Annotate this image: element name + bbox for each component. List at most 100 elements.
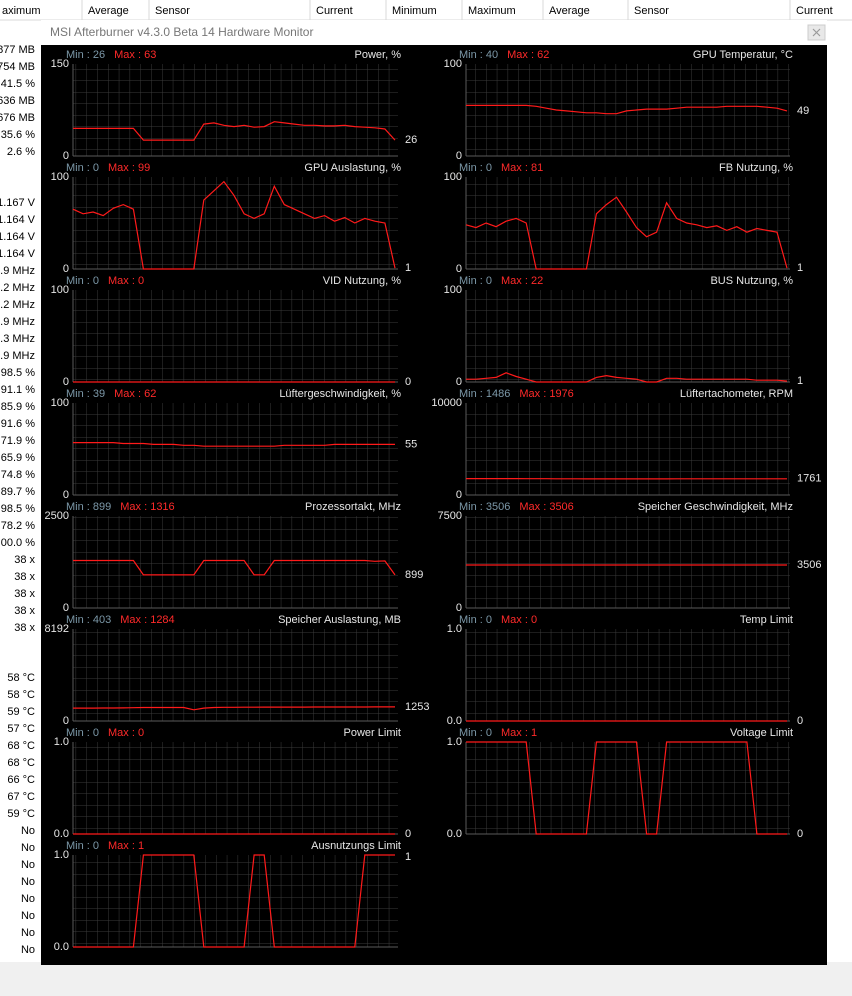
min-label: Min : 0 bbox=[459, 727, 492, 739]
sensor-value: No bbox=[21, 876, 35, 888]
plot-area bbox=[466, 403, 790, 495]
graph-panel: Min : 39 Max : 62 Lüftergeschwindigkeit, %… bbox=[51, 388, 418, 501]
title-bar bbox=[41, 20, 827, 45]
sensor-value: 74.8 % bbox=[1, 469, 35, 481]
sensor-value: 68 °C bbox=[7, 740, 35, 752]
sensor-value: 38 x bbox=[14, 554, 35, 566]
sensor-value: 59 °C bbox=[7, 706, 35, 718]
max-label: Max : 22 bbox=[501, 275, 543, 287]
plot-area bbox=[466, 629, 790, 721]
current-value: 49 bbox=[797, 105, 809, 117]
y-min-label: 0 bbox=[456, 602, 462, 614]
current-value: 1253 bbox=[405, 701, 429, 713]
max-label: Max : 1284 bbox=[120, 614, 174, 626]
sensor-value: .2 MHz bbox=[0, 299, 35, 311]
min-label: Min : 26 bbox=[66, 49, 105, 61]
column-header: Current bbox=[796, 5, 833, 17]
graph-panel: Min : 26 Max : 63 Power, % 150 0 26 bbox=[51, 49, 418, 162]
sensor-value: No bbox=[21, 859, 35, 871]
graph-panel: Min : 1486 Max : 1976 Lüftertachometer, RP… bbox=[431, 388, 821, 501]
graph-line bbox=[73, 442, 395, 447]
graph-panel: Min : 899 Max : 1316 Prozessortakt, MHz 250… bbox=[45, 501, 424, 614]
y-max-label: 8192 bbox=[45, 623, 69, 635]
current-value: 0 bbox=[797, 715, 803, 727]
close-icon bbox=[812, 28, 821, 37]
column-header: Minimum bbox=[392, 5, 437, 17]
min-label: Min : 899 bbox=[66, 501, 111, 513]
sensor-value: No bbox=[21, 893, 35, 905]
background-table: aximum Average Sensor Current Minimum Maximum… bbox=[0, 0, 833, 956]
y-max-label: 100 bbox=[51, 397, 69, 409]
graph-line bbox=[72, 180, 396, 270]
sensor-value: 1.164 V bbox=[0, 248, 36, 260]
max-label: Max : 63 bbox=[114, 49, 156, 61]
sensor-value: 38 x bbox=[14, 588, 35, 600]
max-label: Max : 1976 bbox=[519, 388, 573, 400]
max-label: Max : 81 bbox=[501, 162, 543, 174]
sensor-value: 57 °C bbox=[7, 723, 35, 735]
min-label: Min : 0 bbox=[66, 162, 99, 174]
sensor-value: 41.5 % bbox=[1, 78, 35, 90]
y-max-label: 1.0 bbox=[447, 736, 462, 748]
sensor-value: .2 MHz bbox=[0, 282, 35, 294]
sensor-value: 85.9 % bbox=[1, 401, 35, 413]
plot-area bbox=[73, 64, 398, 156]
sensor-value: 1.164 V bbox=[0, 231, 36, 243]
column-header: Sensor bbox=[634, 5, 669, 17]
window-title: MSI Afterburner v4.3.0 Beta 14 Hardware … bbox=[50, 25, 313, 39]
current-value: 3506 bbox=[797, 559, 821, 571]
min-label: Min : 0 bbox=[459, 275, 492, 287]
sensor-value: 38 x bbox=[14, 571, 35, 583]
graph-title: Speicher Auslastung, MB bbox=[278, 614, 401, 626]
sensor-value: 91.1 % bbox=[1, 384, 35, 396]
current-value: 899 bbox=[405, 569, 423, 581]
sensor-value: 00.0 % bbox=[1, 537, 35, 549]
max-label: Max : 0 bbox=[108, 275, 144, 287]
column-header: Maximum bbox=[468, 5, 516, 17]
sensor-value: 68 °C bbox=[7, 757, 35, 769]
sensor-value: 2.6 % bbox=[7, 146, 35, 158]
max-label: Max : 62 bbox=[114, 388, 156, 400]
max-label: Max : 99 bbox=[108, 162, 150, 174]
plot-area bbox=[73, 177, 398, 269]
sensor-value: 38 x bbox=[14, 605, 35, 617]
graph-line bbox=[73, 121, 396, 141]
sensor-value: 58 °C bbox=[7, 689, 35, 701]
y-min-label: 0 bbox=[63, 602, 69, 614]
min-label: Min : 0 bbox=[459, 162, 492, 174]
graph-title: Power Limit bbox=[344, 727, 401, 739]
sensor-value: 98.5 % bbox=[1, 367, 35, 379]
graph-panel: Min : 0 Max : 0 VID Nutzung, % 100 0 0 bbox=[51, 275, 411, 388]
max-label: Max : 62 bbox=[507, 49, 549, 61]
graph-title: Lüftergeschwindigkeit, % bbox=[279, 388, 401, 400]
max-label: Max : 0 bbox=[501, 614, 537, 626]
graph-title: GPU Temperatur, °C bbox=[693, 49, 793, 61]
sensor-value: .9 MHz bbox=[0, 265, 35, 277]
y-max-label: 100 bbox=[51, 284, 69, 296]
graph-title: Power, % bbox=[355, 49, 402, 61]
min-label: Min : 0 bbox=[459, 614, 492, 626]
y-max-label: 1.0 bbox=[54, 736, 69, 748]
sensor-value: 1.167 V bbox=[0, 197, 36, 209]
sensor-value: .9 MHz bbox=[0, 316, 35, 328]
min-label: Min : 40 bbox=[459, 49, 498, 61]
y-max-label: 100 bbox=[444, 58, 462, 70]
graph-panel: Min : 0 Max : 1 Voltage Limit 1.0 0.0 0 bbox=[447, 727, 803, 840]
graph-title: VID Nutzung, % bbox=[323, 275, 401, 287]
sensor-value: 59 °C bbox=[7, 808, 35, 820]
y-max-label: 2500 bbox=[45, 510, 69, 522]
graph-line bbox=[73, 854, 395, 948]
graph-title: Prozessortakt, MHz bbox=[305, 501, 401, 513]
sensor-value: No bbox=[21, 910, 35, 922]
table-header bbox=[0, 0, 852, 20]
y-min-label: 0.0 bbox=[54, 828, 69, 840]
graph-title: BUS Nutzung, % bbox=[710, 275, 793, 287]
y-min-label: 0 bbox=[456, 376, 462, 388]
graphs: Min : 26 Max : 63 Power, % 150 0 26 Min : 0 Max… bbox=[45, 49, 822, 953]
max-label: Max : 3506 bbox=[519, 501, 573, 513]
sensor-value: 35.6 % bbox=[1, 129, 35, 141]
graph-line bbox=[466, 372, 788, 383]
column-header: Current bbox=[316, 5, 353, 17]
plot-area bbox=[73, 290, 398, 382]
y-max-label: 150 bbox=[51, 58, 69, 70]
